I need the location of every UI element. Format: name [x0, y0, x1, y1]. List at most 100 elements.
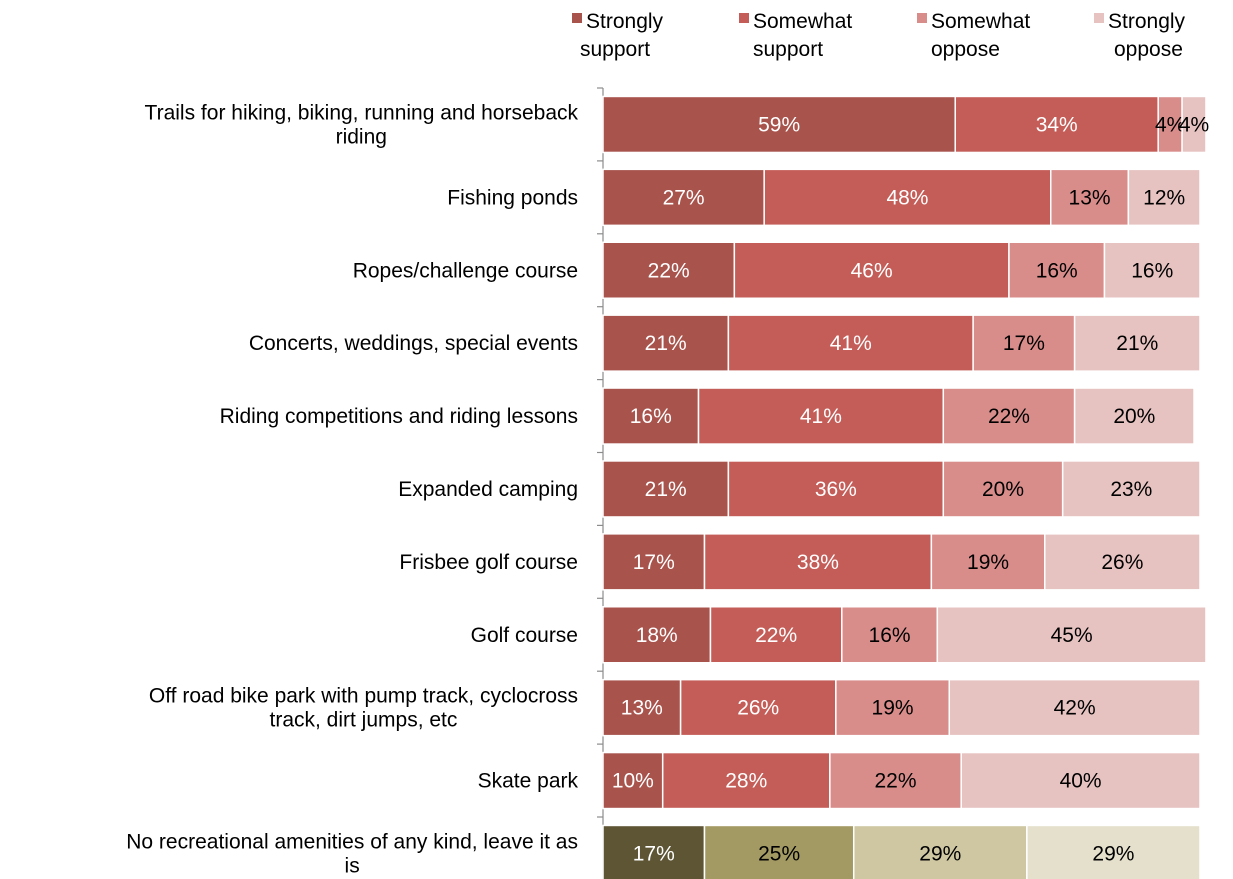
- category-label: Trails for hiking, biking, running and h…: [145, 101, 579, 148]
- bar-segment-somewhat-support: [697, 387, 945, 445]
- bar-segment-somewhat-support: [679, 678, 837, 737]
- bar-segment-somewhat-support: [763, 168, 1052, 227]
- data-label: 38%: [797, 551, 839, 574]
- legend-swatch: [572, 13, 582, 23]
- data-label: 17%: [633, 842, 675, 865]
- data-label: 34%: [1036, 113, 1078, 136]
- data-label: 21%: [645, 478, 687, 501]
- bar-segment-somewhat-oppose: [972, 314, 1076, 372]
- data-label: 18%: [636, 624, 678, 647]
- bar-row: 27% 48% 13% 12%: [602, 168, 1201, 227]
- bar-segment-somewhat-oppose: [1008, 241, 1106, 299]
- bar-segment-strongly-oppose: [1026, 824, 1201, 879]
- category-label: Golf course: [471, 624, 578, 647]
- bar-segment-strongly-support: [602, 168, 765, 227]
- bar-segment-somewhat-support: [727, 314, 974, 372]
- bar-segment-somewhat-oppose: [942, 460, 1064, 518]
- bar-segment-strongly-support: [602, 95, 956, 154]
- data-label: 27%: [663, 186, 705, 209]
- data-label: 17%: [633, 551, 675, 574]
- data-label: 42%: [1054, 697, 1096, 720]
- bar-segment-strongly-oppose: [960, 751, 1201, 810]
- data-label: 16%: [869, 624, 911, 647]
- bar-row: 17% 25% 29% 29%: [602, 824, 1201, 879]
- bar-segment-somewhat-support: [709, 606, 843, 664]
- data-label: 29%: [919, 842, 961, 865]
- data-label: 25%: [758, 842, 800, 865]
- data-label: 40%: [1060, 770, 1102, 793]
- bar-segment-somewhat-oppose: [930, 533, 1046, 591]
- legend-label: Strongly oppose: [1108, 10, 1186, 61]
- bar-segment-strongly-support: [602, 241, 736, 299]
- category-label: Expanded camping: [398, 478, 578, 501]
- category-label: No recreational amenities of any kind, l…: [126, 830, 578, 877]
- bar-row: 16% 41% 22% 20%: [602, 387, 1195, 445]
- bar-segment-somewhat-oppose: [1050, 168, 1130, 227]
- category-labels: Trails for hiking, biking, running and h…: [126, 101, 578, 877]
- data-label: 19%: [872, 697, 914, 720]
- category-label: Riding competitions and riding lessons: [220, 405, 578, 428]
- bar-segment-strongly-support: [602, 751, 664, 810]
- bar-segment-somewhat-oppose: [942, 387, 1076, 445]
- data-label: 12%: [1143, 186, 1185, 209]
- bar-segment-somewhat-support: [703, 533, 933, 591]
- data-label: 41%: [830, 332, 872, 355]
- data-label: 13%: [621, 697, 663, 720]
- bar-segment-strongly-oppose: [936, 606, 1207, 664]
- bar-row: 21% 36% 20% 23%: [602, 460, 1201, 518]
- bar-row: 13% 26% 19% 42%: [602, 678, 1201, 737]
- bar-segment-strongly-support: [602, 387, 700, 445]
- legend-label: Somewhat support: [753, 10, 852, 61]
- data-label: 19%: [967, 551, 1009, 574]
- data-label: 21%: [1116, 332, 1158, 355]
- data-label: 45%: [1051, 624, 1093, 647]
- bar-segment-strongly-support: [602, 533, 706, 591]
- category-label: Concerts, weddings, special events: [249, 332, 578, 355]
- data-label: 20%: [1113, 405, 1155, 428]
- data-label: 28%: [725, 770, 767, 793]
- bar-segment-somewhat-support: [954, 95, 1159, 154]
- bar-segment-strongly-oppose: [948, 678, 1201, 737]
- bar-segment-somewhat-support: [727, 460, 945, 518]
- data-label: 22%: [988, 405, 1030, 428]
- data-label: 59%: [758, 113, 800, 136]
- category-label: Skate park: [478, 770, 579, 793]
- bar-segment-strongly-oppose: [1103, 241, 1201, 299]
- data-label: 29%: [1092, 842, 1134, 865]
- bar-segment-strongly-oppose: [1044, 533, 1201, 591]
- bar-segment-strongly-support: [602, 314, 730, 372]
- data-label: 4%: [1155, 113, 1185, 136]
- bars: 59% 34% 4%4% 27% 48% 13% 12% 22% 46% 16% 16% 21% 41%…: [602, 95, 1209, 879]
- data-label: 17%: [1003, 332, 1045, 355]
- category-label: Ropes/challenge course: [353, 259, 578, 282]
- bar-row: 21% 41% 17% 21%: [602, 314, 1201, 372]
- category-label: Off road bike park with pump track, cycl…: [149, 685, 578, 732]
- category-label: Fishing ponds: [447, 186, 578, 209]
- data-label: 23%: [1110, 478, 1152, 501]
- bar-segment-strongly-oppose: [1061, 460, 1201, 518]
- data-label: 16%: [630, 405, 672, 428]
- data-label: 16%: [1036, 259, 1078, 282]
- data-label: 36%: [815, 478, 857, 501]
- data-label: 22%: [755, 624, 797, 647]
- bar-segment-strongly-oppose: [1181, 95, 1207, 154]
- data-label: 16%: [1131, 259, 1173, 282]
- legend-swatch: [739, 13, 749, 23]
- legend-swatch: [917, 13, 927, 23]
- y-axis-ticks: [597, 87, 603, 818]
- data-label: 21%: [645, 332, 687, 355]
- legend-swatch: [1094, 13, 1104, 23]
- bar-segment-somewhat-support: [661, 751, 831, 810]
- bar-segment-somewhat-oppose: [835, 678, 951, 737]
- bar-segment-strongly-support: [602, 460, 730, 518]
- bar-segment-strongly-oppose: [1127, 168, 1201, 227]
- data-label: 26%: [737, 697, 779, 720]
- legend-item-somewhat-support: Somewhat support: [739, 10, 852, 61]
- data-label: 46%: [851, 259, 893, 282]
- category-label: Frisbee golf course: [399, 551, 578, 574]
- bar-row: 10% 28% 22% 40%: [602, 751, 1201, 810]
- bar-row: 59% 34% 4%4%: [602, 95, 1209, 154]
- data-label: 26%: [1101, 551, 1143, 574]
- legend-item-strongly-oppose: Strongly oppose: [1094, 10, 1186, 61]
